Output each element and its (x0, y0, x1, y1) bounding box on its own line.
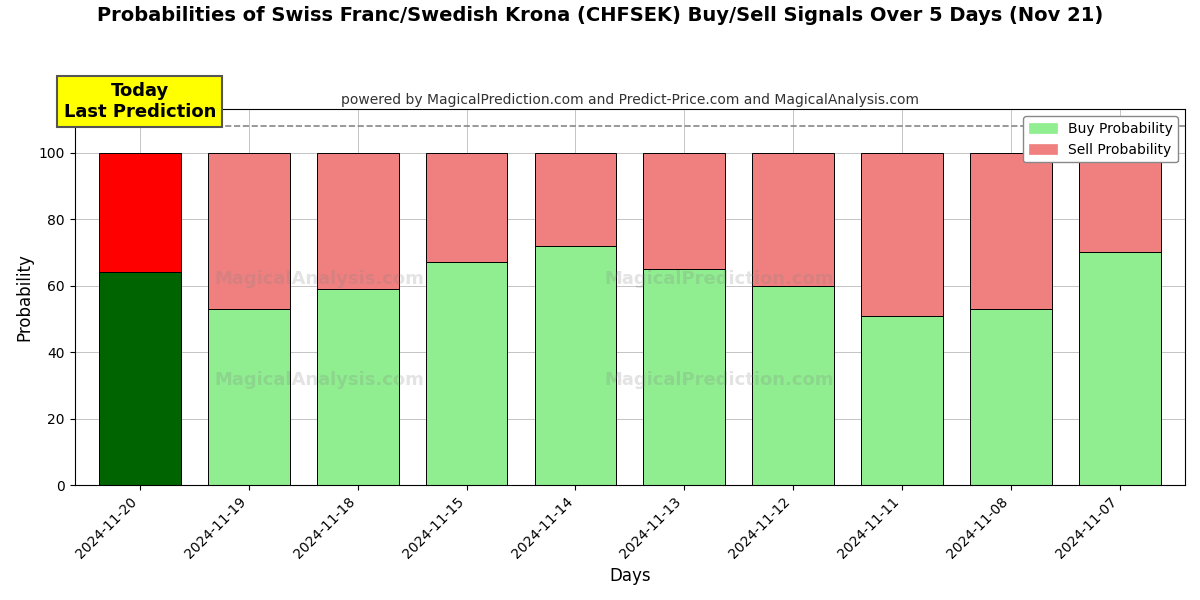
Bar (970, 309, 1051, 485)
Bar (426, 262, 508, 485)
Bar (100, 152, 181, 272)
Text: Today
Last Prediction: Today Last Prediction (64, 82, 216, 121)
Title: powered by MagicalPrediction.com and Predict-Price.com and MagicalAnalysis.com: powered by MagicalPrediction.com and Pre… (341, 93, 919, 107)
Bar (1079, 152, 1160, 253)
Bar (862, 152, 943, 316)
Bar (970, 152, 1051, 309)
Text: Probabilities of Swiss Franc/Swedish Krona (CHFSEK) Buy/Sell Signals Over 5 Days: Probabilities of Swiss Franc/Swedish Kro… (97, 6, 1103, 25)
Bar (208, 152, 289, 309)
Bar (862, 316, 943, 485)
Text: MagicalPrediction.com: MagicalPrediction.com (604, 371, 834, 389)
Bar (752, 286, 834, 485)
Text: MagicalAnalysis.com: MagicalAnalysis.com (214, 269, 424, 287)
Text: MagicalAnalysis.com: MagicalAnalysis.com (214, 371, 424, 389)
Bar (1079, 253, 1160, 485)
Bar (643, 152, 725, 269)
Bar (752, 152, 834, 286)
Bar (643, 269, 725, 485)
Y-axis label: Probability: Probability (16, 253, 34, 341)
Bar (208, 309, 289, 485)
Bar (534, 246, 617, 485)
X-axis label: Days: Days (610, 567, 650, 585)
Text: MagicalPrediction.com: MagicalPrediction.com (604, 269, 834, 287)
Bar (426, 152, 508, 262)
Legend: Buy Probability, Sell Probability: Buy Probability, Sell Probability (1024, 116, 1178, 163)
Bar (534, 152, 617, 246)
Bar (317, 152, 398, 289)
Bar (100, 272, 181, 485)
Bar (317, 289, 398, 485)
